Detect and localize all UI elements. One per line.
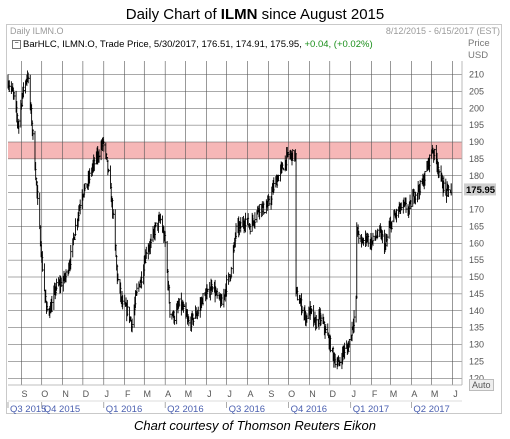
x-quarter-label: Q3 2015: [10, 404, 46, 415]
x-month-label: F: [125, 389, 131, 399]
y-tick-label: 195: [469, 120, 484, 130]
x-month-label: A: [411, 389, 417, 399]
legend-change: +0.04, (+0.02%): [304, 39, 373, 50]
x-quarter-label: Q3 2016: [229, 404, 265, 415]
y-axis-title-unit: USD: [468, 50, 489, 61]
y-tick-label: 210: [469, 70, 484, 80]
x-month-label: M: [431, 389, 439, 399]
y-tick-label: 185: [469, 154, 484, 164]
y-tick-label: 200: [469, 103, 484, 113]
x-quarter-label: Q1 2016: [106, 404, 142, 415]
last-price-box: [464, 183, 496, 196]
y-tick-label: 165: [469, 221, 484, 231]
y-tick-label: 135: [469, 323, 484, 333]
y-tick-label: 150: [469, 272, 484, 282]
legend-text: BarHLC, ILMN.O, Trade Price, 5/30/2017, …: [23, 39, 302, 50]
chart-title: Daily Chart of ILMN since August 2015: [125, 6, 385, 23]
chart-caption: Chart courtesy of Thomson Reuters Eikon: [133, 418, 377, 433]
y-tick-label: 170: [469, 205, 484, 215]
y-tick-label: 205: [469, 86, 484, 96]
x-quarter-label: Q1 2017: [353, 404, 389, 415]
chart-header-left: Daily ILMN.O: [10, 26, 64, 36]
x-quarter-label: Q2 2016: [167, 404, 203, 415]
y-tick-label: 145: [469, 289, 484, 299]
last-price-label: 175.95: [466, 185, 496, 196]
highlight-band: [8, 142, 462, 159]
x-month-label: M: [144, 389, 152, 399]
auto-scale-button[interactable]: Auto: [469, 379, 494, 391]
x-month-label: S: [21, 389, 27, 399]
y-tick-label: 125: [469, 356, 484, 366]
chart-header-right: 8/12/2015 - 6/15/2017 (EST): [385, 26, 500, 36]
x-month-label: M: [390, 389, 398, 399]
x-month-label: J: [207, 389, 212, 399]
x-quarter-label: Q2 2017: [413, 404, 449, 415]
x-month-label: F: [372, 389, 378, 399]
x-quarter-label: Q4 2015: [44, 404, 80, 415]
x-month-label: A: [247, 389, 253, 399]
y-tick-label: 180: [469, 171, 484, 181]
y-tick-label: 155: [469, 255, 484, 265]
x-month-label: S: [268, 389, 274, 399]
x-month-label: O: [41, 389, 48, 399]
x-month-label: O: [288, 389, 295, 399]
x-month-label: M: [185, 389, 193, 399]
x-quarter-label: Q4 2016: [291, 404, 327, 415]
x-month-label: J: [351, 389, 356, 399]
x-month-label: D: [330, 389, 337, 399]
y-tick-label: 160: [469, 238, 484, 248]
x-month-label: J: [227, 389, 232, 399]
x-month-label: D: [83, 389, 90, 399]
y-tick-label: 120: [469, 373, 484, 383]
y-tick-label: 140: [469, 306, 484, 316]
x-month-label: N: [309, 389, 316, 399]
minus-box-icon[interactable]: −: [12, 39, 21, 49]
legend-infobar: − BarHLC, ILMN.O, Trade Price, 5/30/2017,…: [12, 39, 373, 50]
x-month-label: J: [453, 389, 458, 399]
x-month-label: J: [105, 389, 110, 399]
x-month-label: N: [62, 389, 69, 399]
y-tick-label: 190: [469, 137, 484, 147]
y-axis-title-price: Price: [468, 38, 490, 49]
y-tick-label: 130: [469, 340, 484, 350]
x-month-label: A: [165, 389, 171, 399]
chart-frame: [6, 24, 502, 414]
